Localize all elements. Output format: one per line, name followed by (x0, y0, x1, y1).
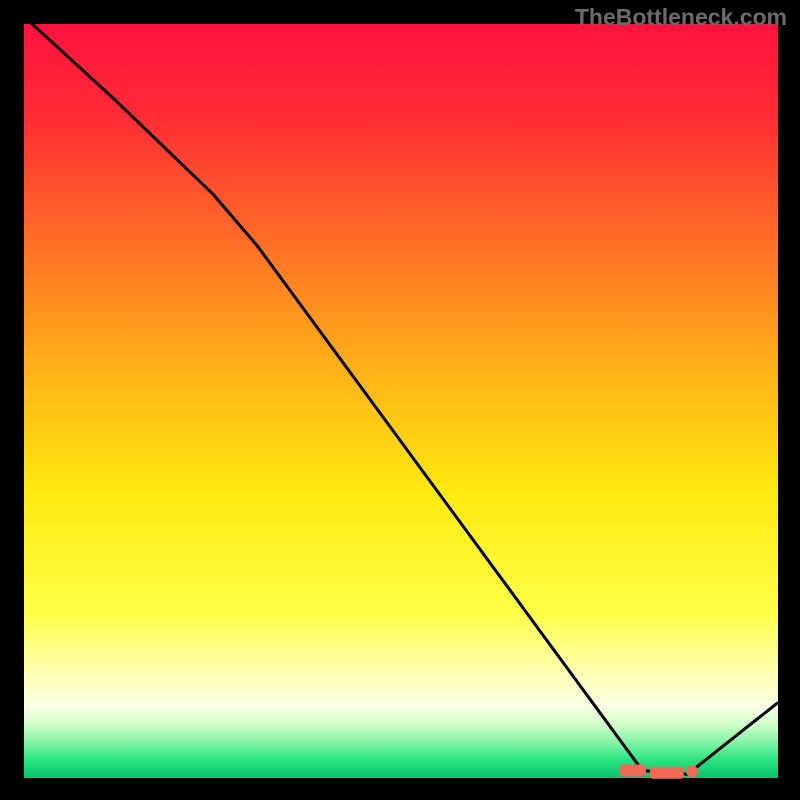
chart-container: TheBottleneck.com (0, 0, 800, 800)
marker-segment (650, 767, 684, 779)
plot-background (24, 24, 778, 778)
bottleneck-chart (0, 0, 800, 800)
marker-dot (686, 765, 698, 777)
watermark-text: TheBottleneck.com (575, 4, 787, 31)
marker-segment (620, 764, 646, 776)
